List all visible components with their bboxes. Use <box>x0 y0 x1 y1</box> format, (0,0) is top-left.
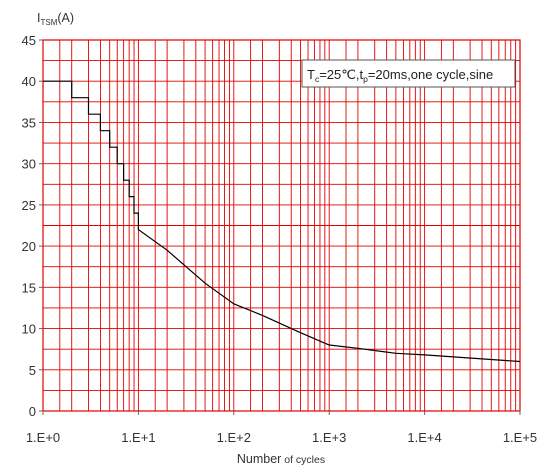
y-tick-label: 10 <box>22 322 36 337</box>
y-tick-label: 45 <box>22 33 36 48</box>
x-tick-label: 1.E+2 <box>217 430 251 445</box>
x-tick-label: 1.E+5 <box>503 430 537 445</box>
x-axis-title-rest: of cycles <box>281 454 325 466</box>
y-tick-label: 20 <box>22 239 36 254</box>
condition-annotation: Tc=25℃,tp=20ms,one cycle,sine <box>301 59 516 88</box>
x-axis-title: Number of cycles <box>237 452 325 466</box>
y-tick-label: 5 <box>29 363 36 378</box>
chart-grid <box>42 39 520 412</box>
annotation-t-sub: c <box>315 74 320 84</box>
annotation-text: Tc=25℃,tp=20ms,one cycle,sine <box>307 67 493 84</box>
x-tick-label: 1.E+0 <box>26 430 60 445</box>
y-tick-label: 0 <box>29 404 36 419</box>
x-tick-label: 1.E+1 <box>121 430 155 445</box>
y-tick-label: 35 <box>22 115 36 130</box>
y-axis-title-main: I <box>37 11 40 25</box>
annotation-t: T <box>307 67 315 82</box>
y-axis-title-sub: TSM <box>40 18 57 27</box>
x-axis-title-main: Number <box>237 452 281 466</box>
annotation-mid: =25℃,t <box>319 67 363 82</box>
y-tick-label: 30 <box>22 157 36 172</box>
y-tick-label: 40 <box>22 74 36 89</box>
axis-ticks: 0 5 10 15 20 25 30 35 40 45 1.E+0 1.E+1 1.E+2 1.E+3 1.… <box>22 33 538 445</box>
y-tick-label: 15 <box>22 280 36 295</box>
plot-frame <box>42 39 521 412</box>
x-tick-label: 1.E+3 <box>312 430 346 445</box>
y-axis-title: ITSM(A) <box>37 11 74 27</box>
x-tick-label: 1.E+4 <box>407 430 441 445</box>
y-tick-label: 25 <box>22 198 36 213</box>
surge-current-curve <box>43 80 521 363</box>
annotation-tp-sub: p <box>363 74 368 84</box>
y-axis-title-unit: (A) <box>57 11 74 25</box>
annotation-rest: =20ms,one cycle,sine <box>368 67 493 82</box>
annotation-box <box>301 59 516 88</box>
